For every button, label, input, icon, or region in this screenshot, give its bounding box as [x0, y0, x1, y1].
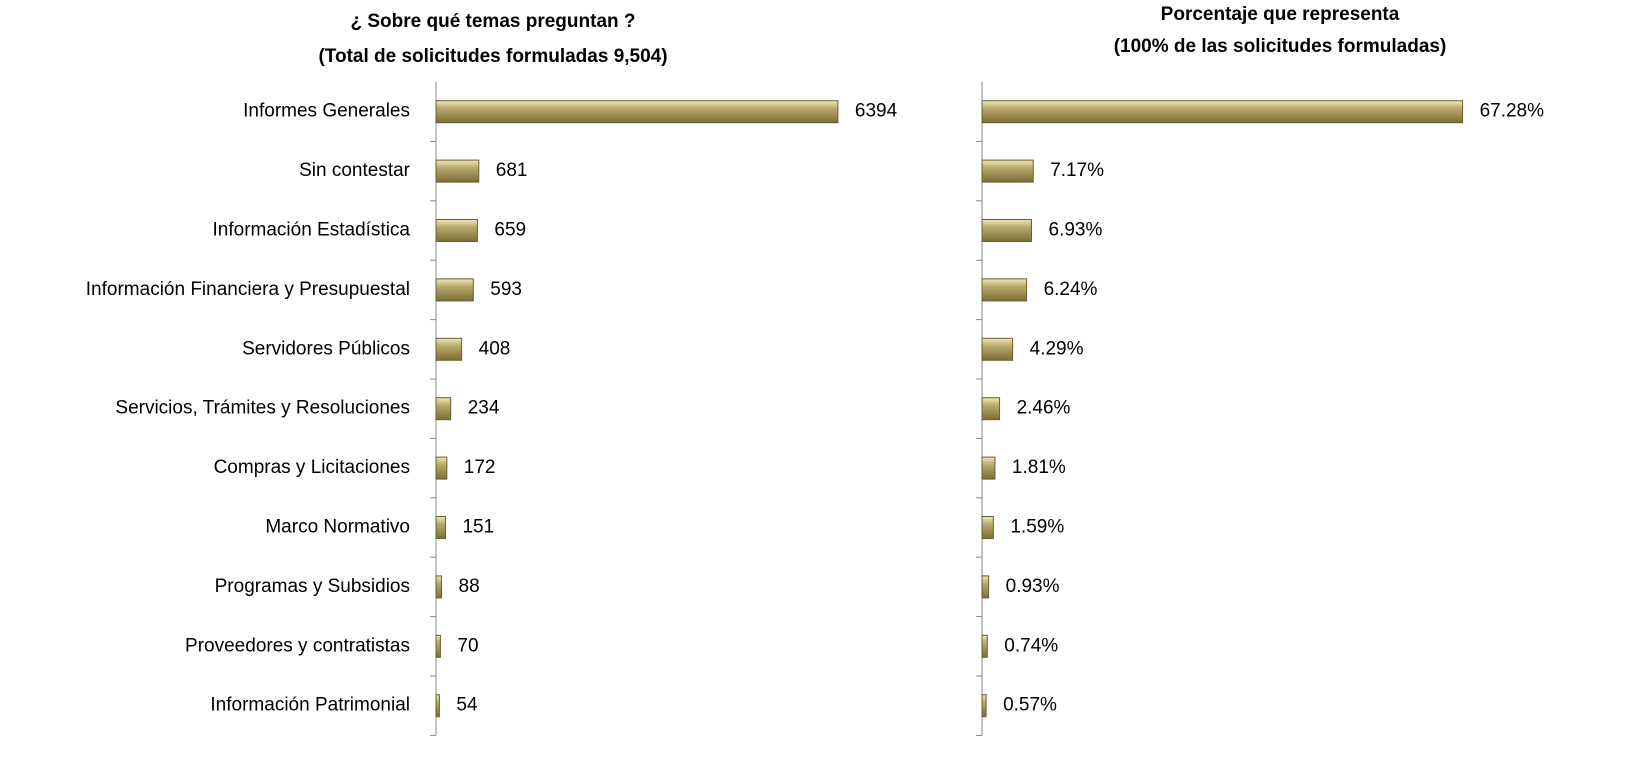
- value-label: 88: [459, 576, 480, 597]
- value-label: 151: [462, 517, 494, 538]
- value-label: 172: [464, 457, 496, 478]
- bar: [435, 456, 448, 480]
- value-label: 2.46%: [1017, 398, 1071, 419]
- bar: [435, 337, 463, 361]
- category-label: Información Patrimonial: [210, 695, 410, 716]
- category-label: Información Financiera y Presupuestal: [86, 279, 410, 300]
- chart-title: (100% de las solicitudes formuladas): [1114, 36, 1447, 57]
- value-label: 0.57%: [1003, 695, 1057, 716]
- value-label: 1.59%: [1010, 517, 1064, 538]
- value-label: 6.93%: [1049, 220, 1103, 241]
- category-label: Proveedores y contratistas: [185, 635, 410, 656]
- category-label: Información Estadística: [213, 220, 411, 241]
- value-label: 593: [490, 279, 522, 300]
- category-label: Compras y Licitaciones: [214, 457, 410, 478]
- bar: [435, 694, 440, 718]
- bar: [981, 575, 990, 599]
- value-label: 67.28%: [1480, 101, 1545, 122]
- bar: [981, 397, 1001, 421]
- value-label: 0.93%: [1006, 576, 1060, 597]
- bar: [435, 516, 446, 539]
- value-label: 659: [494, 220, 526, 241]
- bar: [981, 634, 988, 658]
- value-label: 1.81%: [1012, 457, 1066, 478]
- bar: [981, 694, 987, 718]
- bar: [981, 100, 1464, 124]
- value-label: 7.17%: [1050, 160, 1104, 181]
- bar: [435, 397, 452, 421]
- bar: [981, 278, 1028, 302]
- bar: [435, 634, 441, 658]
- category-label: Programas y Subsidios: [215, 576, 410, 597]
- category-label: Servidores Públicos: [242, 338, 410, 359]
- category-label: Marco Normativo: [265, 517, 410, 538]
- bar: [981, 516, 994, 539]
- chart-title: Porcentaje que representa: [1161, 4, 1400, 25]
- bar: [981, 159, 1034, 183]
- bar: [981, 456, 996, 480]
- category-label: Sin contestar: [299, 160, 411, 181]
- category-label: Informes Generales: [243, 101, 410, 122]
- value-label: 6394: [855, 101, 898, 122]
- bar: [435, 219, 478, 242]
- value-label: 234: [468, 398, 500, 419]
- category-label: Servicios, Trámites y Resoluciones: [115, 398, 410, 419]
- value-label: 6.24%: [1044, 279, 1098, 300]
- bar: [435, 159, 480, 183]
- value-label: 4.29%: [1030, 338, 1084, 359]
- bar: [435, 575, 443, 599]
- value-label: 681: [496, 160, 528, 181]
- value-label: 408: [479, 338, 511, 359]
- value-label: 54: [456, 695, 478, 716]
- bar: [981, 337, 1014, 361]
- bar: [981, 219, 1032, 242]
- value-label: 0.74%: [1004, 635, 1058, 656]
- chart-title: (Total de solicitudes formuladas 9,504): [318, 46, 667, 67]
- chart-title: ¿ Sobre qué temas preguntan ?: [350, 11, 635, 32]
- bar: [435, 278, 474, 302]
- bar: [435, 100, 839, 124]
- value-label: 70: [457, 635, 478, 656]
